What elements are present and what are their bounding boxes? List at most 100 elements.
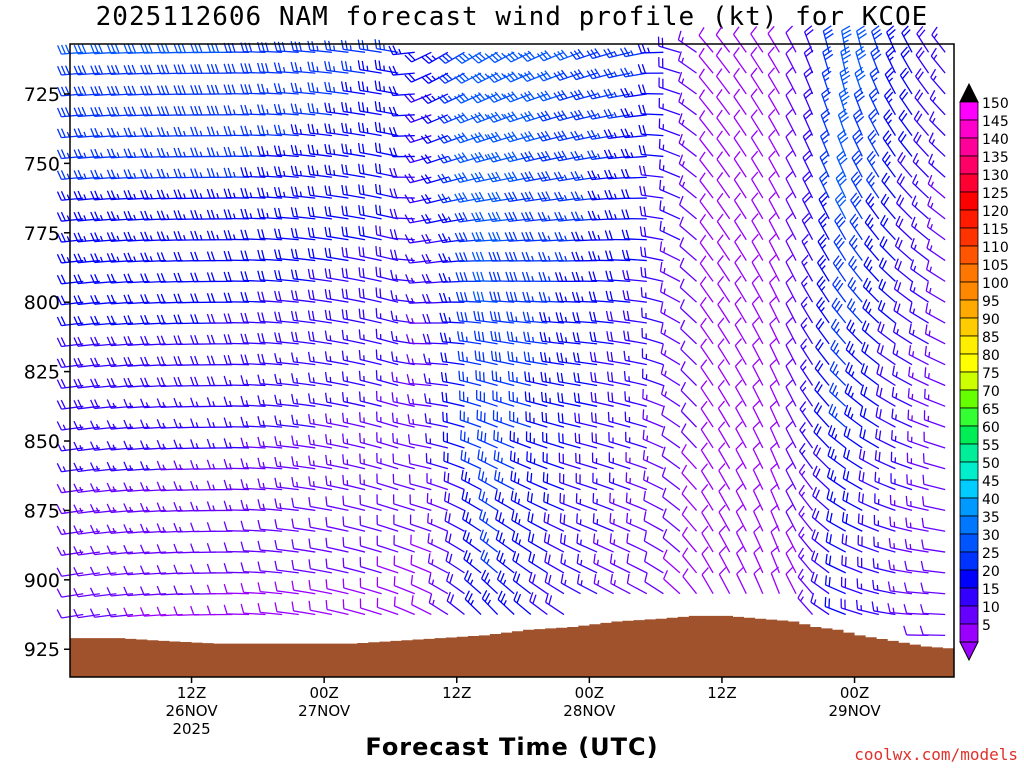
barb-flag xyxy=(375,370,378,380)
barb-half-flag xyxy=(333,45,336,51)
barb-flag xyxy=(240,312,245,323)
barb-flag xyxy=(311,103,315,113)
barb-flag xyxy=(445,551,450,562)
barb-half-flag xyxy=(515,316,518,322)
barb-half-flag xyxy=(95,423,100,430)
wind-barb xyxy=(527,511,548,532)
barb-flag xyxy=(391,392,394,402)
barb-flag xyxy=(173,85,178,95)
barb-flag xyxy=(156,460,162,471)
barb-half-flag xyxy=(613,132,617,138)
barb-flag xyxy=(127,127,133,137)
wind-barb xyxy=(393,535,415,553)
barb-staff xyxy=(750,116,764,136)
barb-flag xyxy=(544,130,551,140)
wind-barb xyxy=(507,370,531,387)
barb-flag xyxy=(307,165,311,175)
barb-flag xyxy=(307,351,311,362)
wind-barb xyxy=(769,379,780,407)
wind-barb xyxy=(545,592,565,616)
barb-flag xyxy=(311,124,315,134)
barb-flag xyxy=(542,272,547,282)
barb-flag xyxy=(173,272,178,283)
barb-staff xyxy=(785,282,797,303)
barb-flag xyxy=(177,251,182,262)
wind-barb xyxy=(404,234,432,244)
wind-barb xyxy=(454,72,482,84)
barb-flag xyxy=(194,168,199,178)
barb-half-flag xyxy=(484,154,489,160)
barb-flag xyxy=(177,356,182,366)
wind-barb xyxy=(308,517,333,532)
barb-half-flag xyxy=(614,213,617,220)
barb-flag xyxy=(678,154,684,164)
barb-flag xyxy=(608,210,613,220)
barb-flag xyxy=(560,372,564,383)
wind-barb xyxy=(768,233,780,261)
wind-barb xyxy=(454,92,482,104)
wind-barb xyxy=(716,88,731,116)
barb-flag xyxy=(73,420,79,430)
barb-flag xyxy=(604,169,609,180)
wind-barb xyxy=(606,371,631,387)
barb-flag xyxy=(785,212,794,221)
wind-barb xyxy=(73,546,100,556)
barb-flag xyxy=(716,151,724,160)
wind-barb xyxy=(357,101,382,116)
barb-flag xyxy=(660,384,665,395)
barb-flag xyxy=(464,590,470,600)
barb-staff xyxy=(393,482,415,491)
barb-half-flag xyxy=(179,443,182,449)
barb-staff xyxy=(276,569,299,574)
wind-barb xyxy=(440,352,465,366)
barb-flag xyxy=(177,293,182,303)
wind-barb xyxy=(359,494,382,512)
barb-staff xyxy=(698,97,714,116)
wind-barb xyxy=(605,310,631,324)
barb-staff xyxy=(715,75,731,95)
barb-flag xyxy=(156,293,162,304)
barb-flag xyxy=(206,459,212,470)
barb-half-flag xyxy=(410,257,415,263)
barb-flag xyxy=(341,288,345,299)
barb-flag xyxy=(106,524,112,534)
barb-flag xyxy=(454,232,460,243)
barb-half-flag xyxy=(245,379,249,385)
barb-half-flag xyxy=(162,527,166,533)
barb-flag xyxy=(662,549,668,559)
barb-flag xyxy=(680,423,687,433)
barb-half-flag xyxy=(613,539,616,545)
barb-flag xyxy=(127,169,133,179)
barb-flag xyxy=(311,61,315,72)
wind-barb xyxy=(592,533,614,553)
barb-flag xyxy=(559,312,564,322)
barb-flag xyxy=(190,210,195,220)
barb-flag xyxy=(520,93,528,102)
barb-flag xyxy=(610,331,614,342)
barb-flag xyxy=(570,71,577,80)
barb-half-flag xyxy=(79,465,83,472)
barb-half-flag xyxy=(517,478,520,484)
barb-flag xyxy=(625,209,630,219)
barb-staff xyxy=(260,549,283,553)
wind-barb xyxy=(123,336,150,346)
wind-barb xyxy=(734,296,747,324)
wind-barb xyxy=(512,550,532,574)
barb-flag xyxy=(524,92,531,101)
barb-flag xyxy=(559,292,564,302)
barb-flag xyxy=(77,190,83,200)
wind-barb xyxy=(206,438,233,449)
barb-flag xyxy=(539,331,543,342)
wind-barb xyxy=(424,393,449,407)
wind-barb xyxy=(308,600,333,616)
wind-barb xyxy=(677,51,697,74)
barb-staff xyxy=(700,449,714,470)
barb-flag xyxy=(768,254,777,263)
wind-barb xyxy=(477,449,498,470)
wind-barb xyxy=(106,607,134,618)
barb-staff xyxy=(735,511,747,532)
barb-flag xyxy=(190,564,195,574)
barb-flag xyxy=(194,334,199,345)
barb-flag xyxy=(210,168,216,178)
barb-staff xyxy=(717,283,731,303)
